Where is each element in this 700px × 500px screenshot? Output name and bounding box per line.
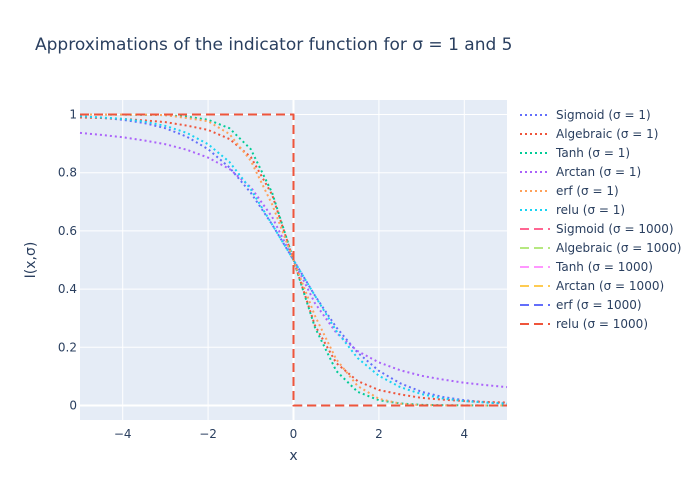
series-line [79,115,508,405]
x-axis-ticks: −4 −2 0 2 4 [114,427,468,441]
x-tick-label: 0 [290,427,298,441]
x-tick-label: 4 [460,427,468,441]
legend-item-label[interactable]: Algebraic (σ = 1) [556,127,658,141]
legend-item-label[interactable]: relu (σ = 1) [556,203,625,217]
legend[interactable]: Sigmoid (σ = 1) Algebraic (σ = 1) Tanh (σ … [520,108,681,331]
y-tick-label: 0.2 [58,340,77,354]
x-axis-title: x [289,448,297,464]
y-tick-label: 0.4 [58,282,77,296]
y-axis-title: I(x,σ) [23,242,39,279]
x-tick-label: 2 [375,427,383,441]
series-line [79,115,508,405]
series-line [79,116,508,404]
y-tick-label: 0.6 [58,224,77,238]
series-lines [79,113,508,407]
x-tick-label: −4 [114,427,132,441]
y-tick-label: 1 [69,108,77,122]
legend-item-label[interactable]: relu (σ = 1000) [556,317,648,331]
legend-item-label[interactable]: Arctan (σ = 1) [556,165,641,179]
series-line [79,131,508,389]
y-tick-label: 0 [69,398,77,412]
x-tick-label: −2 [199,427,217,441]
legend-item-label[interactable]: Sigmoid (σ = 1) [556,108,651,122]
legend-item-label[interactable]: Algebraic (σ = 1000) [556,241,681,255]
legend-item-label[interactable]: Sigmoid (σ = 1000) [556,222,674,236]
chart-title: Approximations of the indicator function… [35,35,513,55]
legend-item-label[interactable]: Tanh (σ = 1000) [555,260,653,274]
legend-item-label[interactable]: erf (σ = 1) [556,184,619,198]
series-line [80,113,507,407]
legend-item-label[interactable]: Tanh (σ = 1) [555,146,630,160]
y-axis-ticks: 0 0.2 0.4 0.6 0.8 1 [58,108,77,413]
y-tick-label: 0.8 [58,166,77,180]
legend-item-label[interactable]: Arctan (σ = 1000) [556,279,664,293]
legend-item-label[interactable]: erf (σ = 1000) [556,298,642,312]
